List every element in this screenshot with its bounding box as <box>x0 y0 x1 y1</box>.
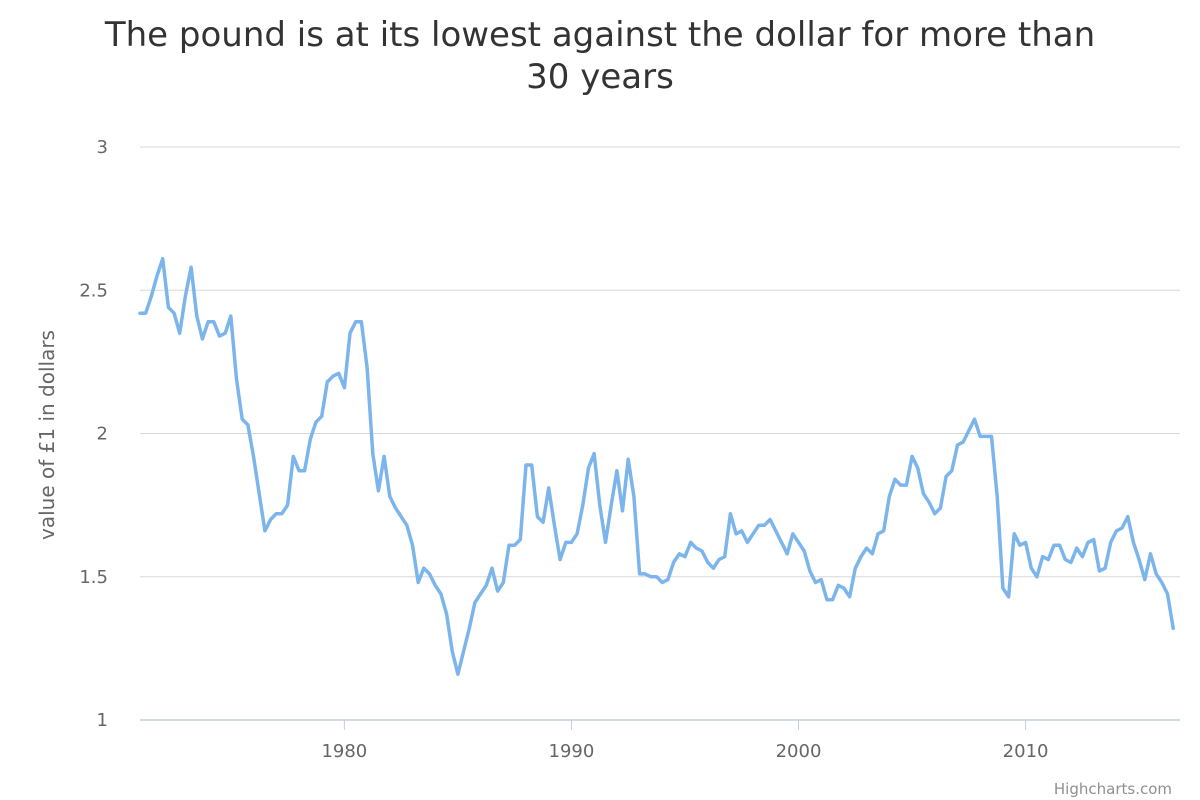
x-tick-label: 2010 <box>1003 741 1049 762</box>
credits-link[interactable]: Highcharts.com <box>1053 780 1172 798</box>
x-tick-label: 1990 <box>549 741 595 762</box>
y-tick-label: 3 <box>97 137 108 158</box>
x-tick-label: 2000 <box>776 741 822 762</box>
series <box>138 256 1175 676</box>
chart-title: The pound is at its lowest against the d… <box>104 15 1096 97</box>
y-tick-label: 1 <box>97 710 108 731</box>
series-line[interactable] <box>138 256 1175 676</box>
x-tick-label: 1980 <box>321 741 367 762</box>
x-axis: 1980 1990 2000 2010 <box>140 719 1180 762</box>
y-tick-label: 2 <box>97 424 108 445</box>
gridlines <box>140 146 1180 578</box>
y-tick-label: 1.5 <box>79 567 108 588</box>
y-axis-label: value of £1 in dollars <box>35 330 59 540</box>
y-axis: 1 1.5 2 2.5 3 <box>79 137 108 731</box>
y-tick-label: 2.5 <box>79 280 108 301</box>
